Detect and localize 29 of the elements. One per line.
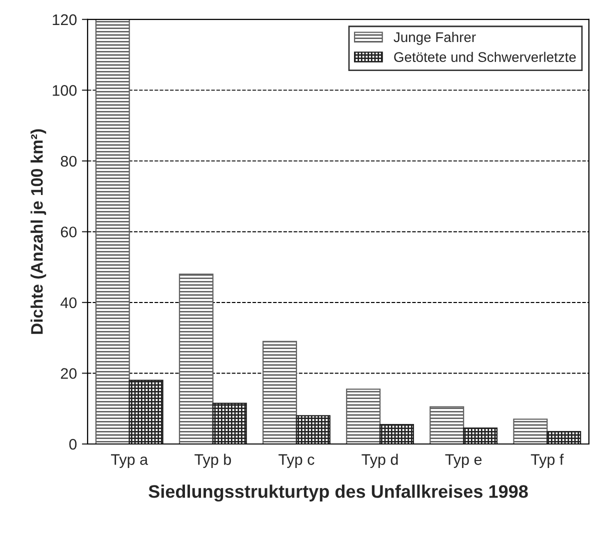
bar (430, 406, 464, 444)
x-tick-label: Typ d (362, 454, 398, 468)
x-tick-label: Typ a (111, 454, 148, 468)
bar (262, 340, 298, 444)
x-tick-label: Typ c (278, 454, 314, 468)
x-tick-label: Typ f (530, 454, 564, 468)
legend-label: Junge Fahrer (394, 32, 476, 45)
x-tick-label: Typ b (194, 454, 231, 468)
y-tick-label: 20 (60, 368, 77, 379)
y-tick-label: 120 (52, 14, 77, 26)
bar (212, 402, 247, 444)
y-tick-label: 100 (52, 85, 77, 96)
x-axis-title: Siedlungsstrukturtyp des Unfallkreises 1998 (148, 484, 528, 502)
bar (178, 274, 214, 444)
bar (346, 388, 381, 444)
y-tick-label: 80 (60, 156, 77, 167)
bar (379, 424, 414, 444)
bar (296, 415, 330, 444)
y-tick-label: 40 (60, 297, 77, 308)
bar (513, 418, 548, 444)
bar (463, 428, 498, 444)
bar (128, 380, 164, 444)
bar (546, 431, 582, 444)
legend-label: Getötete und Schwerverletzte (394, 52, 576, 62)
y-tick-label: 60 (60, 226, 77, 238)
x-tick-label: Typ e (445, 454, 482, 468)
bar (95, 19, 130, 444)
y-axis-title: Dichte (Anzahl je 100 km²) (30, 129, 46, 334)
y-tick-label: 0 (69, 438, 77, 450)
